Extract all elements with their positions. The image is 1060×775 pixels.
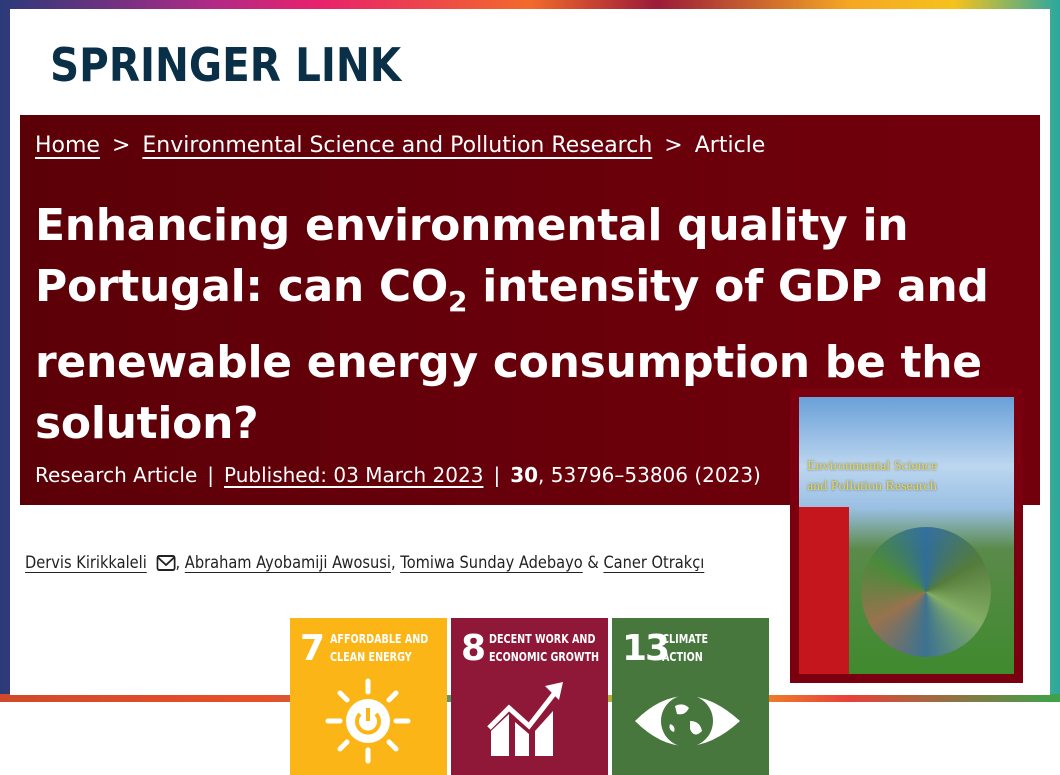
pages: , 53796–53806 (2023) [538,463,761,487]
breadcrumb-separator: > [664,133,683,158]
separator: & [587,553,599,573]
article-type: Research Article [35,463,198,487]
article-title: Enhancing environmental quality in Portu… [35,195,1045,454]
breadcrumb-home[interactable]: Home [35,133,100,158]
growth-chart-icon [487,682,563,756]
sdg-7-tile[interactable]: 7 AFFORDABLE AND CLEAN ENERGY [290,618,447,775]
title-part: intensity of GDP and renewable energy co… [35,261,989,449]
breadcrumb-separator: > [111,133,131,158]
cover-globe-collage [861,527,991,657]
journal-cover[interactable]: Environmental Science and Pollution Resea… [790,388,1023,683]
cover-image: Environmental Science and Pollution Resea… [799,397,1014,674]
sdg-label: CLIMATE ACTION [662,632,709,664]
sun-power-icon [325,678,411,764]
sdg-label: DECENT WORK AND ECONOMIC GROWTH [489,632,600,664]
article-meta: Research Article | Published: 03 March 20… [35,463,761,487]
breadcrumb-journal[interactable]: Environmental Science and Pollution Rese… [142,133,653,158]
envelope-icon[interactable] [156,555,176,576]
breadcrumb-current: Article [694,133,766,158]
separator: , [390,553,396,573]
author-link[interactable]: Dervis Kirikkaleli [25,553,147,573]
breadcrumb: Home > Environmental Science and Polluti… [35,133,765,158]
citation: 30, 53796–53806 (2023) [510,463,761,487]
author-link[interactable]: Caner Otrakçı [603,553,705,573]
cover-red-strip [799,507,849,674]
cover-title: Environmental Science and Pollution Resea… [807,459,938,494]
sdg-number: 13 [622,628,670,669]
author-link[interactable]: Abraham Ayobamiji Awosusi [184,553,391,573]
sdg-number: 7 [300,628,325,669]
eye-globe-icon [635,695,740,747]
sdg-13-tile[interactable]: 13 CLIMATE ACTION [612,618,769,775]
published-date-link[interactable]: Published: 03 March 2023 [224,463,484,487]
separator: , [175,553,181,573]
sdg-8-tile[interactable]: 8 DECENT WORK AND ECONOMIC GROWTH [451,618,608,775]
title-part: Enhancing environmental quality in Portu… [35,200,909,312]
author-link[interactable]: Tomiwa Sunday Adebayo [400,553,583,573]
sdg-label: AFFORDABLE AND CLEAN ENERGY [330,632,429,664]
author-list: Dervis Kirikkaleli , Abraham Ayobamiji A… [25,553,704,576]
volume: 30 [510,463,539,487]
springer-link-logo[interactable]: SPRINGER LINK [50,38,402,92]
title-subscript: 2 [448,284,468,318]
sdg-number: 8 [461,628,486,669]
